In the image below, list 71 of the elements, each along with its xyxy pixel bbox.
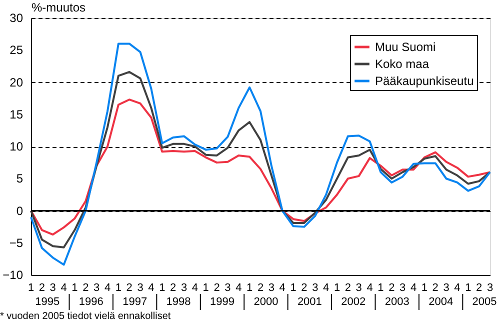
x-tick-label: 3 <box>400 282 406 294</box>
line-series <box>30 70 491 248</box>
x-tick-label: 4 <box>454 282 460 294</box>
x-tick-label: 4 <box>60 282 67 294</box>
y-tick-label: −10 <box>2 268 24 282</box>
x-tick-label: 3 <box>486 282 494 294</box>
x-tick-label: 2 <box>126 282 132 294</box>
text: 1997 <box>122 296 148 308</box>
text: 2002 <box>341 296 366 308</box>
x-tick-label: 2 <box>301 282 308 294</box>
y-tick-label: 30 <box>10 11 24 25</box>
y-axis-title: %-muutos <box>32 0 86 14</box>
y-tick-label: 15 <box>10 107 24 122</box>
x-tick-label: 3 <box>443 282 450 294</box>
line-series <box>30 42 491 266</box>
y-tick-label: 10 <box>10 140 24 154</box>
text: 1996 <box>78 296 104 308</box>
y-tick-label: 20 <box>10 75 24 90</box>
line-series <box>30 98 491 236</box>
text: 1998 <box>166 296 191 308</box>
text: 2001 <box>297 296 322 308</box>
x-tick-label: 2 <box>82 282 89 294</box>
x-tick-label: 2 <box>344 282 351 294</box>
y-tick-label: 0 <box>16 204 24 218</box>
x-tick-label: 1 <box>421 282 428 294</box>
y-tick-label: 5 <box>16 172 24 186</box>
x-tick-label: 3 <box>180 282 188 294</box>
y-tick-label: −5 <box>9 236 24 250</box>
x-tick-label: 2 <box>257 282 264 294</box>
text: * vuoden 2005 tiedot vielä ennakolliset <box>0 311 171 322</box>
x-tick-label: 2 <box>170 282 176 294</box>
x-tick-label: 1 <box>72 282 78 294</box>
x-tick-label: 2 <box>476 282 482 294</box>
x-tick-label: 2 <box>38 282 45 294</box>
text: 2000 <box>254 296 278 308</box>
text: 1999 <box>210 296 234 308</box>
x-tick-label: 4 <box>192 282 198 294</box>
x-tick-label: 4 <box>366 282 373 294</box>
x-tick-label: 1 <box>28 282 34 294</box>
x-tick-label: 1 <box>378 282 384 294</box>
text: 1995 <box>35 296 60 308</box>
x-tick-label: 2 <box>214 282 220 294</box>
x-tick-label: 4 <box>323 282 330 294</box>
x-tick-label: 3 <box>137 282 144 294</box>
legend-label: Pääkaupunkiseutu <box>375 74 474 88</box>
x-tick-label: 3 <box>268 282 274 294</box>
x-tick-label: 3 <box>94 282 100 294</box>
x-tick-label: 1 <box>465 282 472 294</box>
x-tick-label: 4 <box>410 282 417 294</box>
x-tick-label: 1 <box>290 282 296 294</box>
x-tick-label: 2 <box>432 282 438 294</box>
x-tick-label: 1 <box>159 282 166 294</box>
x-tick-label: 4 <box>148 282 154 294</box>
x-tick-label: 3 <box>356 282 362 294</box>
x-tick-label: 1 <box>246 282 253 294</box>
text: 2004 <box>428 296 454 308</box>
y-tick-label: 25 <box>10 43 24 58</box>
x-tick-label: 1 <box>334 282 340 294</box>
x-tick-label: 4 <box>104 282 111 294</box>
x-tick-label: 1 <box>115 282 122 294</box>
text: 2003 <box>384 296 410 308</box>
x-tick-label: 1 <box>202 282 209 294</box>
x-tick-label: 4 <box>279 282 286 294</box>
x-tick-label: 2 <box>388 282 395 294</box>
x-tick-label: 3 <box>50 282 56 294</box>
x-tick-label: 4 <box>236 282 242 294</box>
x-tick-label: 3 <box>312 282 318 294</box>
legend-label: Muu Suomi <box>375 40 436 54</box>
legend-label: Koko maa <box>375 57 430 71</box>
x-tick-label: 3 <box>224 282 231 294</box>
text: 2005 <box>472 296 497 308</box>
